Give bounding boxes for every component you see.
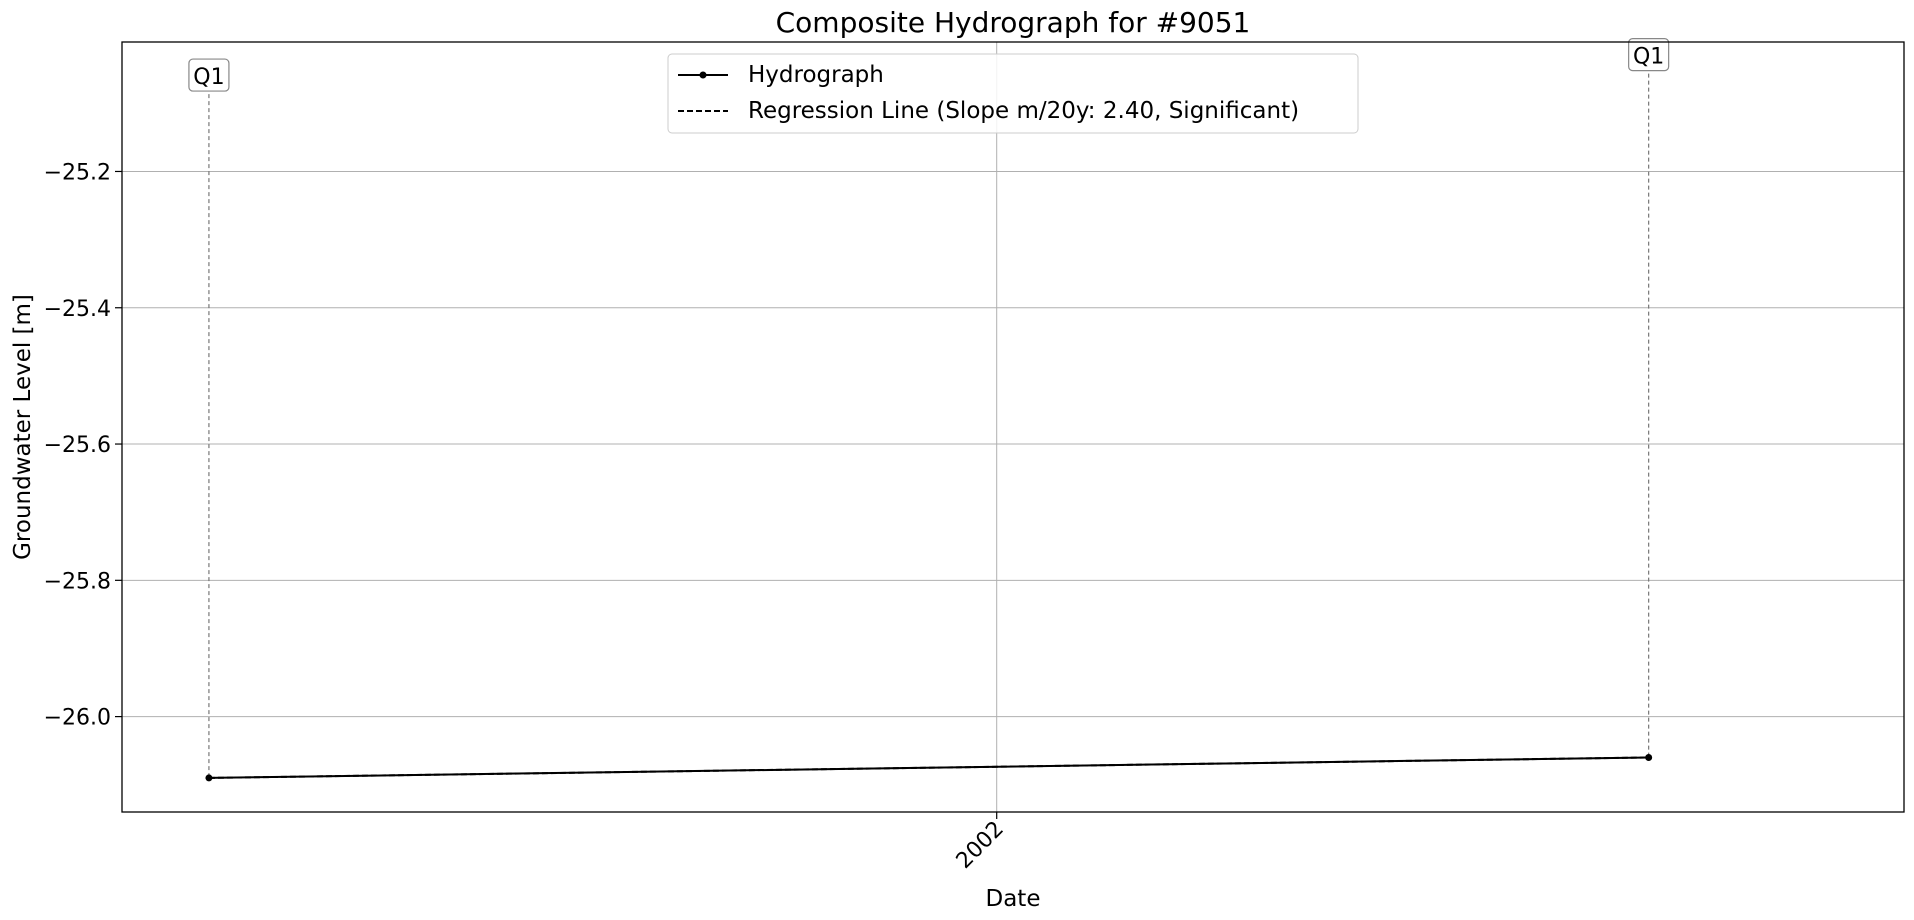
chart-title: Composite Hydrograph for #9051 [776,6,1251,39]
annotation-label: Q1 [193,65,224,90]
y-tick-label: −25.2 [44,160,111,185]
legend-box [667,53,1359,134]
plot-frame [121,41,1905,813]
y-tick-label: −25.8 [44,569,111,594]
y-tick-label: −25.4 [44,297,111,322]
y-axis-label: Groundwater Level [m] [10,294,36,560]
legend-hydrograph-label: Hydrograph [748,62,884,88]
hydrograph-point [1645,753,1653,761]
regression-line [208,756,1649,779]
legend: Hydrograph Regression Line (Slope m/20y:… [667,53,1359,134]
annotations: Q1 Q1 [188,38,1670,778]
y-tick-label: −25.6 [44,433,111,458]
annotation-box [1628,38,1670,72]
grid [122,42,1904,812]
y-tick-label: −26.0 [44,706,111,731]
annotation-label: Q1 [1633,45,1664,70]
x-axis-label: Date [986,886,1041,912]
annotation-box [188,58,230,92]
legend-regression-label: Regression Line (Slope m/20y: 2.40, Sign… [748,98,1299,124]
series [205,753,1653,782]
legend-hydrograph-marker [699,71,707,79]
